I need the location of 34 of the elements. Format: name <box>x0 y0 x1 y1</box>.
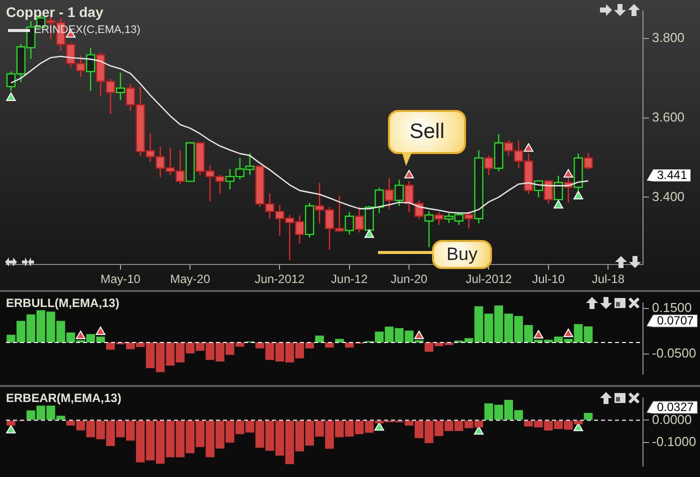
x-tick-label: Jul-18 <box>592 272 625 286</box>
text: 3.441 <box>657 168 688 182</box>
x-tick-label: Jul-2012 <box>466 272 512 286</box>
x-tick-label: May-10 <box>100 272 141 286</box>
x-tick-label: Jul-10 <box>532 272 566 286</box>
y-tick-label: 3.400 <box>652 188 685 204</box>
point <box>404 170 414 178</box>
chart-title: ERBEAR(M,EMA,13) <box>6 391 122 405</box>
y-tick-label: 0.0000 <box>652 412 692 427</box>
x-tick-label: Jun-12 <box>331 272 368 286</box>
bar <box>325 342 334 348</box>
point <box>364 229 374 238</box>
point <box>554 200 564 209</box>
x-tick-label: Jun-20 <box>390 272 428 286</box>
x-tick-label: May-20 <box>170 272 210 286</box>
y-tick-label: -0.0500 <box>652 345 696 360</box>
point <box>524 143 534 152</box>
point <box>573 190 584 200</box>
chart-title: Copper - 1 day <box>6 4 104 20</box>
annotation: Buy <box>432 240 492 269</box>
annotation: Sell <box>388 110 466 154</box>
y-tick-label: 3.600 <box>652 109 685 124</box>
y-tick-label: -0.1000 <box>652 434 696 450</box>
y-tick-label: 0.1500 <box>652 300 692 316</box>
point <box>564 169 574 178</box>
text: 0.0327 <box>657 400 694 414</box>
chart-title: ERBULL(M,EMA,13) <box>6 296 120 310</box>
point <box>6 92 16 102</box>
x-tick-label: Jun-2012 <box>254 272 306 286</box>
y-tick-label: 3.800 <box>652 30 685 46</box>
text: 0.0707 <box>657 314 694 328</box>
bar <box>335 338 344 342</box>
bar <box>584 412 593 420</box>
bar <box>315 336 324 342</box>
